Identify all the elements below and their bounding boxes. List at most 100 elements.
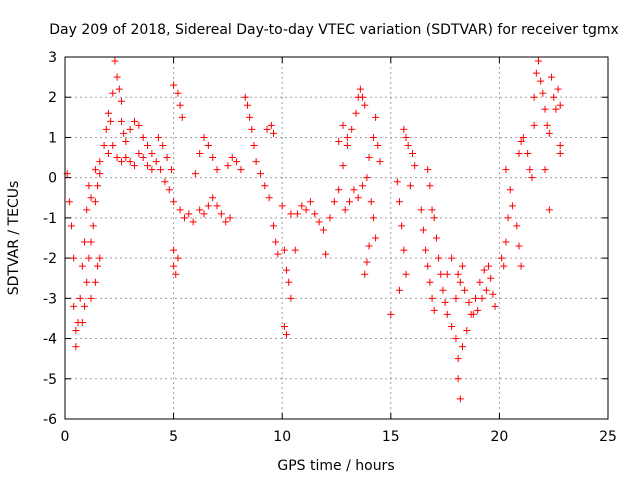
data-point — [315, 218, 323, 226]
x-tick-label: 0 — [61, 429, 70, 445]
data-point — [148, 150, 156, 158]
data-point — [100, 141, 108, 149]
data-point — [458, 343, 466, 351]
data-point — [213, 202, 221, 210]
data-point — [117, 97, 125, 105]
data-point — [478, 294, 486, 302]
data-point — [113, 154, 121, 162]
data-point — [185, 210, 193, 218]
data-point — [506, 186, 514, 194]
data-point — [191, 170, 199, 178]
y-tick-label: -5 — [43, 372, 57, 388]
data-point — [472, 294, 480, 302]
data-point — [144, 141, 152, 149]
data-point — [365, 242, 373, 250]
data-point — [159, 141, 167, 149]
data-point — [545, 206, 553, 214]
data-point — [115, 85, 123, 93]
data-point — [170, 246, 178, 254]
data-point — [363, 258, 371, 266]
y-tick-label: -1 — [43, 211, 57, 227]
data-point — [404, 141, 412, 149]
data-point — [432, 234, 440, 242]
data-point — [167, 166, 175, 174]
data-point — [363, 174, 371, 182]
data-point — [252, 158, 260, 166]
data-point — [526, 166, 534, 174]
y-tick-label: 2 — [48, 90, 57, 106]
data-point — [454, 375, 462, 383]
data-point — [204, 141, 212, 149]
data-point — [400, 125, 408, 133]
data-point — [339, 162, 347, 170]
data-point — [409, 150, 417, 158]
data-point — [489, 290, 497, 298]
data-point — [83, 278, 91, 286]
data-point — [541, 166, 549, 174]
data-point — [502, 166, 510, 174]
data-point — [87, 294, 95, 302]
data-point — [144, 162, 152, 170]
data-point — [233, 158, 241, 166]
data-point — [287, 294, 295, 302]
data-point — [443, 270, 451, 278]
data-point — [256, 170, 264, 178]
data-point — [422, 246, 430, 254]
data-point — [517, 262, 525, 270]
data-point — [348, 125, 356, 133]
data-point — [117, 158, 125, 166]
data-point — [330, 198, 338, 206]
data-point — [430, 306, 438, 314]
data-point — [94, 182, 102, 190]
data-point — [283, 331, 291, 339]
data-point — [411, 162, 419, 170]
data-point — [350, 186, 358, 194]
data-point — [550, 93, 558, 101]
data-point — [367, 198, 375, 206]
data-point — [196, 150, 204, 158]
data-point — [96, 254, 104, 262]
data-point — [278, 202, 286, 210]
data-point — [343, 141, 351, 149]
data-point — [65, 198, 73, 206]
data-point — [250, 141, 258, 149]
data-point — [217, 210, 225, 218]
data-point — [287, 210, 295, 218]
data-point — [70, 302, 78, 310]
data-point — [81, 302, 89, 310]
data-point — [274, 250, 282, 258]
data-point — [428, 206, 436, 214]
data-point — [96, 158, 104, 166]
data-point — [270, 222, 278, 230]
data-point — [87, 194, 95, 202]
data-point — [76, 294, 84, 302]
data-point — [224, 162, 232, 170]
data-point — [265, 194, 273, 202]
data-point — [91, 198, 99, 206]
data-point — [170, 81, 178, 89]
data-point — [426, 278, 434, 286]
data-point — [291, 246, 299, 254]
data-point — [70, 254, 78, 262]
data-points — [63, 57, 564, 403]
data-point — [508, 202, 516, 210]
data-point — [83, 206, 91, 214]
data-point — [85, 254, 93, 262]
data-point — [428, 294, 436, 302]
data-point — [369, 133, 377, 141]
x-tick-label: 15 — [382, 429, 400, 445]
data-point — [556, 141, 564, 149]
data-point — [81, 238, 89, 246]
data-point — [419, 226, 427, 234]
data-point — [376, 158, 384, 166]
data-point — [172, 270, 180, 278]
y-axis-label: SDTVAR / TECUs — [6, 181, 22, 296]
data-point — [222, 218, 230, 226]
y-tick-label: -6 — [43, 412, 57, 428]
data-point — [248, 125, 256, 133]
data-point — [78, 262, 86, 270]
data-point — [335, 186, 343, 194]
data-point — [104, 109, 112, 117]
data-point — [504, 214, 512, 222]
y-tick-label: -2 — [43, 251, 57, 267]
